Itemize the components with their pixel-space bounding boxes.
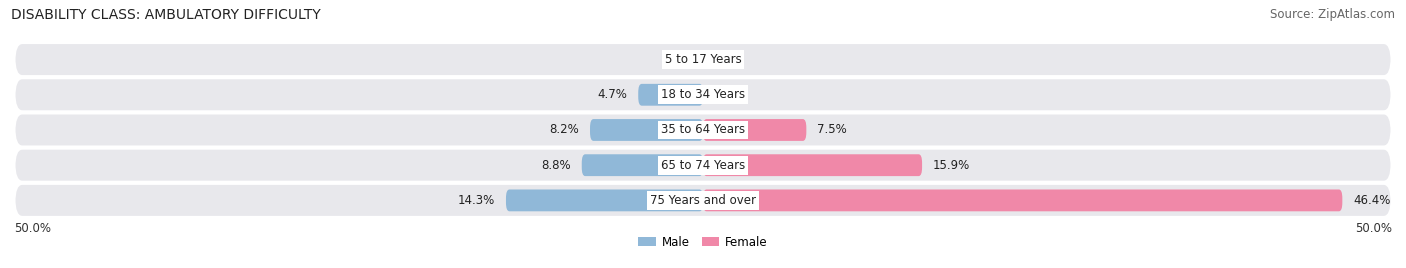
Legend: Male, Female: Male, Female: [634, 231, 772, 253]
Text: 7.5%: 7.5%: [817, 124, 846, 136]
Text: 75 Years and over: 75 Years and over: [650, 194, 756, 207]
Text: 4.7%: 4.7%: [598, 88, 627, 101]
Text: 8.2%: 8.2%: [550, 124, 579, 136]
Text: 14.3%: 14.3%: [458, 194, 495, 207]
Text: 0.0%: 0.0%: [714, 53, 744, 66]
FancyBboxPatch shape: [506, 189, 703, 211]
Text: 50.0%: 50.0%: [1355, 222, 1392, 235]
FancyBboxPatch shape: [15, 114, 1391, 146]
FancyBboxPatch shape: [703, 119, 807, 141]
Text: Source: ZipAtlas.com: Source: ZipAtlas.com: [1270, 8, 1395, 21]
Text: 0.0%: 0.0%: [662, 53, 692, 66]
FancyBboxPatch shape: [15, 79, 1391, 110]
Text: 50.0%: 50.0%: [14, 222, 51, 235]
FancyBboxPatch shape: [582, 154, 703, 176]
Text: 0.0%: 0.0%: [714, 88, 744, 101]
FancyBboxPatch shape: [638, 84, 703, 106]
Text: 46.4%: 46.4%: [1354, 194, 1391, 207]
Text: 35 to 64 Years: 35 to 64 Years: [661, 124, 745, 136]
FancyBboxPatch shape: [703, 154, 922, 176]
Text: DISABILITY CLASS: AMBULATORY DIFFICULTY: DISABILITY CLASS: AMBULATORY DIFFICULTY: [11, 8, 321, 22]
FancyBboxPatch shape: [591, 119, 703, 141]
FancyBboxPatch shape: [15, 150, 1391, 181]
FancyBboxPatch shape: [15, 185, 1391, 216]
Text: 18 to 34 Years: 18 to 34 Years: [661, 88, 745, 101]
Text: 15.9%: 15.9%: [934, 159, 970, 172]
FancyBboxPatch shape: [703, 189, 1343, 211]
Text: 5 to 17 Years: 5 to 17 Years: [665, 53, 741, 66]
Text: 65 to 74 Years: 65 to 74 Years: [661, 159, 745, 172]
Text: 8.8%: 8.8%: [541, 159, 571, 172]
FancyBboxPatch shape: [15, 44, 1391, 75]
